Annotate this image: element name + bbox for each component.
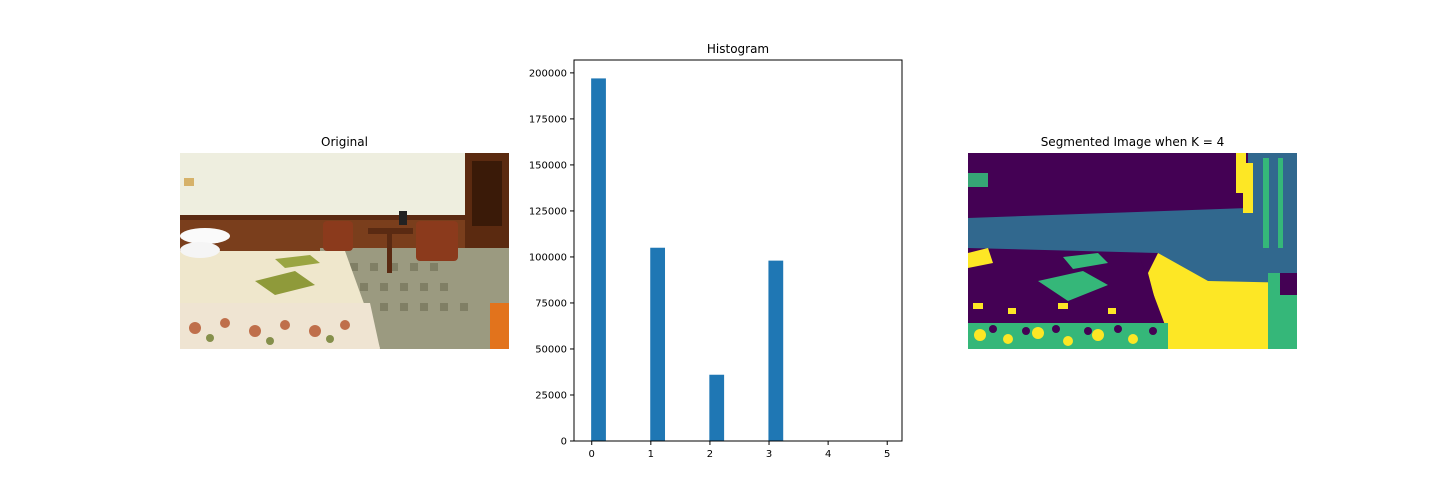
- x-tick-label: 3: [766, 449, 772, 460]
- original-image: [180, 153, 509, 349]
- histogram-bar: [591, 78, 606, 442]
- histogram-bars: [591, 78, 784, 442]
- y-tick-label: 200000: [529, 68, 567, 79]
- histogram-bar: [650, 247, 666, 441]
- original-bedroom-photo: [180, 153, 509, 349]
- x-tick-label: 4: [825, 449, 831, 460]
- histogram-title: Histogram: [706, 42, 770, 56]
- x-tick-label: 2: [707, 449, 713, 460]
- histogram-y-ticks: 0 25000 50000 75000 100000 125000 150000 175000…: [529, 68, 574, 448]
- histogram-bar: [709, 374, 725, 441]
- y-tick-label: 25000: [535, 390, 567, 401]
- y-tick-label: 50000: [535, 344, 567, 355]
- histogram-bar: [768, 260, 784, 441]
- histogram-axes-frame: [573, 59, 903, 442]
- segmented-image: [968, 153, 1297, 349]
- x-tick-label: 5: [884, 449, 890, 460]
- x-tick-label: 1: [648, 449, 654, 460]
- y-tick-label: 100000: [529, 252, 567, 263]
- y-tick-label: 75000: [535, 298, 567, 309]
- segmented-photo: [968, 153, 1297, 349]
- segmented-image-title: Segmented Image when K = 4: [1040, 135, 1225, 149]
- histogram-x-ticks: 0 1 2 3 4 5: [589, 441, 890, 460]
- original-image-title: Original: [321, 135, 368, 149]
- x-tick-label: 0: [589, 449, 595, 460]
- y-tick-label: 150000: [529, 160, 567, 171]
- y-tick-label: 125000: [529, 206, 567, 217]
- y-tick-label: 175000: [529, 114, 567, 125]
- y-tick-label: 0: [561, 437, 567, 448]
